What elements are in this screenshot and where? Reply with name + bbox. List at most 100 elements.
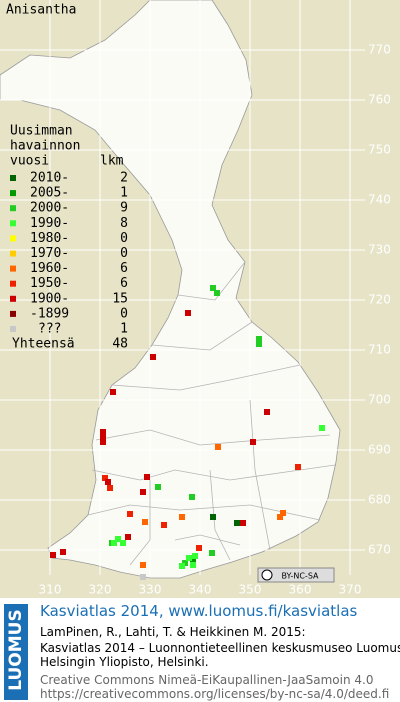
occurrence xyxy=(186,555,192,561)
legend-swatch xyxy=(10,235,16,242)
occurrence xyxy=(319,425,325,431)
occurrence xyxy=(100,429,106,435)
y-tick-label: 770 xyxy=(368,43,391,57)
occurrence xyxy=(161,522,167,528)
occurrence xyxy=(125,534,131,540)
y-tick-label: 750 xyxy=(368,143,391,157)
occurrence xyxy=(240,520,246,526)
land xyxy=(0,0,341,579)
occurrence xyxy=(127,511,133,517)
occurrence xyxy=(140,562,146,568)
occurrence xyxy=(111,540,117,546)
occurrence xyxy=(179,514,185,520)
citation-line: LamPinen, R., Lahti, T. & Heikkinen M. 2… xyxy=(40,625,306,639)
legend-label: -1899 xyxy=(30,306,69,321)
legend-count: 6 xyxy=(120,276,128,291)
legend-count: 0 xyxy=(120,246,128,261)
y-tick-label: 690 xyxy=(368,443,391,457)
legend-swatch xyxy=(10,205,16,212)
occurrence xyxy=(120,540,126,546)
license-line: https://creativecommons.org/licenses/by-… xyxy=(40,687,390,701)
occurrence xyxy=(192,553,198,559)
grid: 310 320 330 340 350 360 3706706806907007107207… xyxy=(0,0,391,597)
occurrence xyxy=(210,514,216,520)
legend-swatch xyxy=(10,250,16,257)
legend-label: 1990- xyxy=(30,216,69,231)
legend-count: 1 xyxy=(120,186,128,201)
legend-count: 15 xyxy=(112,291,128,306)
legend-swatch xyxy=(10,326,16,332)
citation-line: Helsingin Yliopisto, Helsinki. xyxy=(40,655,209,669)
occurrence xyxy=(196,545,202,551)
occurrence xyxy=(60,549,66,555)
legend-count: 9 xyxy=(120,201,128,216)
legend-count: 8 xyxy=(120,216,128,231)
legend-label: 1970- xyxy=(30,246,69,261)
occurrence xyxy=(100,434,106,440)
y-tick-label: 720 xyxy=(368,293,391,307)
x-tick-label: 340 xyxy=(189,583,212,597)
legend-swatch xyxy=(10,265,16,272)
legend-swatch xyxy=(10,220,16,227)
y-tick-label: 670 xyxy=(368,543,391,557)
brand-bar: LUOMUS xyxy=(4,604,28,700)
occurrence xyxy=(155,484,161,490)
legend-label: 2010- xyxy=(30,171,69,186)
occurrence xyxy=(214,290,220,296)
legend-swatch xyxy=(10,280,16,287)
legend-header: Uusimman xyxy=(10,124,73,139)
occurrence xyxy=(50,552,56,558)
occurrence xyxy=(215,444,221,450)
legend-count: 6 xyxy=(120,261,128,276)
legend-swatch xyxy=(10,190,16,197)
map: 310 320 330 340 350 360 3706706806907007107207… xyxy=(0,0,400,598)
y-tick-label: 760 xyxy=(368,93,391,107)
occurrence xyxy=(295,464,301,470)
occurrence xyxy=(190,562,196,568)
occurrence xyxy=(102,475,108,481)
legend-label: 2005- xyxy=(30,186,69,201)
legend-swatch xyxy=(10,295,16,302)
legend-label: 2000- xyxy=(30,201,69,216)
license-line: Creative Commons Nimeä-EiKaupallinen-Jaa… xyxy=(40,673,374,687)
occurrence xyxy=(100,439,106,445)
occurrence xyxy=(105,479,111,485)
occurrence xyxy=(110,389,116,395)
legend-total-label: Yhteensä xyxy=(12,337,75,352)
legend-label: 1900- xyxy=(30,291,69,306)
license-badge-text: BY-NC-SA xyxy=(281,572,319,581)
legend-count: 0 xyxy=(120,306,128,321)
legend-label: 1980- xyxy=(30,231,69,246)
occurrence xyxy=(179,563,185,569)
occurrence xyxy=(256,336,262,342)
license-badge: BY-NC-SA xyxy=(257,567,335,583)
occurrence xyxy=(107,485,113,491)
occurrence xyxy=(234,520,240,526)
y-tick-label: 710 xyxy=(368,343,391,357)
occurrence xyxy=(264,409,270,415)
occurrence xyxy=(140,489,146,495)
x-tick-label: 310 xyxy=(39,583,62,597)
legend-count-header: lkm xyxy=(100,154,124,169)
legend-label: 1950- xyxy=(30,276,69,291)
legend-label: 1960- xyxy=(30,261,69,276)
y-tick-label: 740 xyxy=(368,193,391,207)
legend-swatch xyxy=(10,175,16,181)
occurrence xyxy=(209,550,215,556)
occurrence xyxy=(256,341,262,347)
legend-swatch xyxy=(10,310,16,317)
occurrence xyxy=(144,474,150,480)
legend-count: 2 xyxy=(120,171,128,186)
x-tick-label: 350 xyxy=(239,583,262,597)
legend-total: 48 xyxy=(112,337,128,352)
footer-heading: Kasviatlas 2014, www.luomus.fi/kasviatla… xyxy=(40,602,358,620)
x-tick-label: 320 xyxy=(89,583,112,597)
occurrence xyxy=(115,536,121,542)
x-tick-label: 330 xyxy=(139,583,162,597)
occurrence xyxy=(140,574,146,580)
region-borders xyxy=(87,261,336,566)
citation-line: Kasviatlas 2014 – Luonnontieteellinen ke… xyxy=(40,641,400,655)
occurrence xyxy=(210,285,216,291)
occurrences xyxy=(50,285,325,580)
